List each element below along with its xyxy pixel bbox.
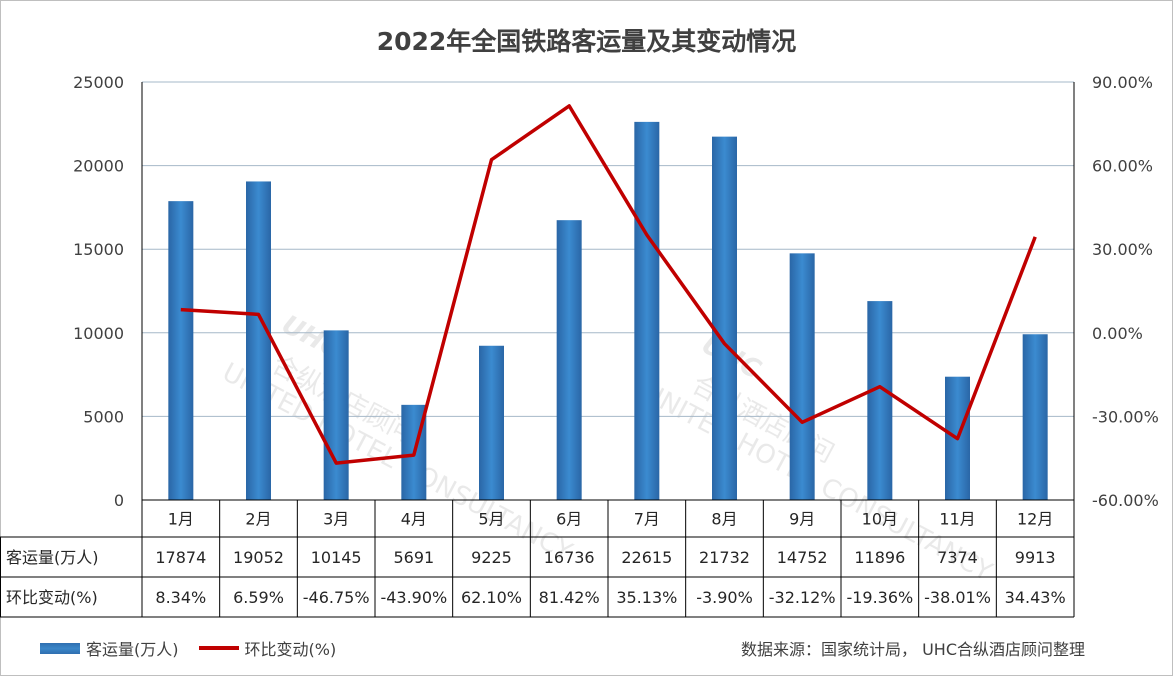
bar — [479, 345, 504, 500]
watermark: UHC合纵酒店顾问UNITED HOTEL CONSULTANCY — [637, 330, 996, 588]
bar — [867, 301, 893, 500]
bar — [1022, 334, 1048, 500]
bar-series — [168, 121, 1048, 501]
y-right-tick-label: 60.00% — [1092, 157, 1153, 176]
y-right-tick-label: 90.00% — [1092, 73, 1153, 92]
source-note: 数据来源：国家统计局， UHC合纵酒店顾问整理 — [740, 640, 1085, 659]
table-cell-change: -32.12% — [769, 588, 836, 607]
table-cell-change: 62.10% — [461, 588, 522, 607]
x-tick-label: 6月 — [556, 510, 582, 529]
bar — [712, 136, 737, 500]
table-cell-change: 81.42% — [539, 588, 600, 607]
y-left-tick-label: 15000 — [73, 240, 124, 259]
legend: 客运量(万人) 环比变动(%) — [40, 636, 336, 660]
table-cell-change: -3.90% — [696, 588, 753, 607]
table-cell-value: 14752 — [777, 548, 828, 567]
table-cell-change: -46.75% — [303, 588, 370, 607]
y-left-tick-label: 0 — [114, 491, 124, 510]
table-cell-value: 10145 — [311, 548, 362, 567]
x-tick-label: 7月 — [634, 510, 660, 529]
table-cell-value: 22615 — [621, 548, 672, 567]
y-right-tick-label: 30.00% — [1092, 240, 1153, 259]
chart-title: 2022年全国铁路客运量及其变动情况 — [376, 27, 797, 56]
legend-line-swatch — [198, 646, 239, 650]
table-cell-value: 19052 — [233, 548, 284, 567]
x-tick-label: 1月 — [168, 510, 194, 529]
legend-bar-label: 客运量(万人) — [86, 640, 179, 659]
table-cell-change: 35.13% — [616, 588, 677, 607]
table-cell-change: -19.36% — [846, 588, 913, 607]
table-row-header: 客运量(万人) — [6, 548, 99, 567]
y-right-tick-label: -60.00% — [1092, 491, 1159, 510]
x-tick-label: 12月 — [1017, 510, 1053, 529]
bar — [246, 181, 271, 500]
x-tick-label: 8月 — [711, 510, 737, 529]
y-right-tick-label: 0.00% — [1092, 324, 1143, 343]
y-right-tick-label: -30.00% — [1092, 407, 1159, 426]
table-cell-value: 7374 — [937, 548, 978, 567]
table-cell-change: -38.01% — [924, 588, 991, 607]
bar — [168, 201, 194, 500]
x-tick-label: 3月 — [323, 510, 349, 529]
table-row-header: 环比变动(%) — [6, 588, 98, 607]
watermark-en: UNITED HOTEL CONSULTANCY — [217, 357, 576, 567]
bar — [556, 220, 582, 501]
table-cell-value: 5691 — [393, 548, 434, 567]
x-tick-label: 9月 — [789, 510, 815, 529]
line-series — [180, 104, 1037, 465]
bar — [634, 121, 660, 500]
legend-line-label: 环比变动(%) — [244, 640, 337, 659]
table-cell-value: 9225 — [471, 548, 512, 567]
x-tick-label: 5月 — [478, 510, 504, 529]
x-tick-label: 10月 — [862, 510, 898, 529]
table-cell-value: 9913 — [1015, 548, 1056, 567]
table-cell-value: 11896 — [854, 548, 905, 567]
x-tick-label: 2月 — [245, 510, 271, 529]
y-left-tick-label: 5000 — [83, 407, 124, 426]
table-cell-value: 16736 — [544, 548, 595, 567]
bar — [323, 330, 349, 500]
x-tick-label: 11月 — [939, 510, 975, 529]
table-cell-value: 17874 — [155, 548, 206, 567]
x-tick-label: 4月 — [401, 510, 427, 529]
bar — [789, 253, 815, 500]
line-path — [180, 104, 1037, 465]
table-cell-change: 8.34% — [155, 588, 206, 607]
grid-lines — [142, 81, 1074, 501]
axes: 0 5000 10000 15000 20000 25000 -60.00% -30.00% 0… — [73, 73, 1159, 510]
table-cell-value: 21732 — [699, 548, 750, 567]
y-left-tick-label: 25000 — [73, 73, 124, 92]
table-cell-change: 6.59% — [233, 588, 284, 607]
legend-bar-swatch — [40, 642, 80, 654]
y-left-tick-label: 10000 — [73, 324, 124, 343]
y-left-tick-label: 20000 — [73, 157, 124, 176]
table-cell-change: 34.43% — [1005, 588, 1066, 607]
table-cell-change: -43.90% — [380, 588, 447, 607]
